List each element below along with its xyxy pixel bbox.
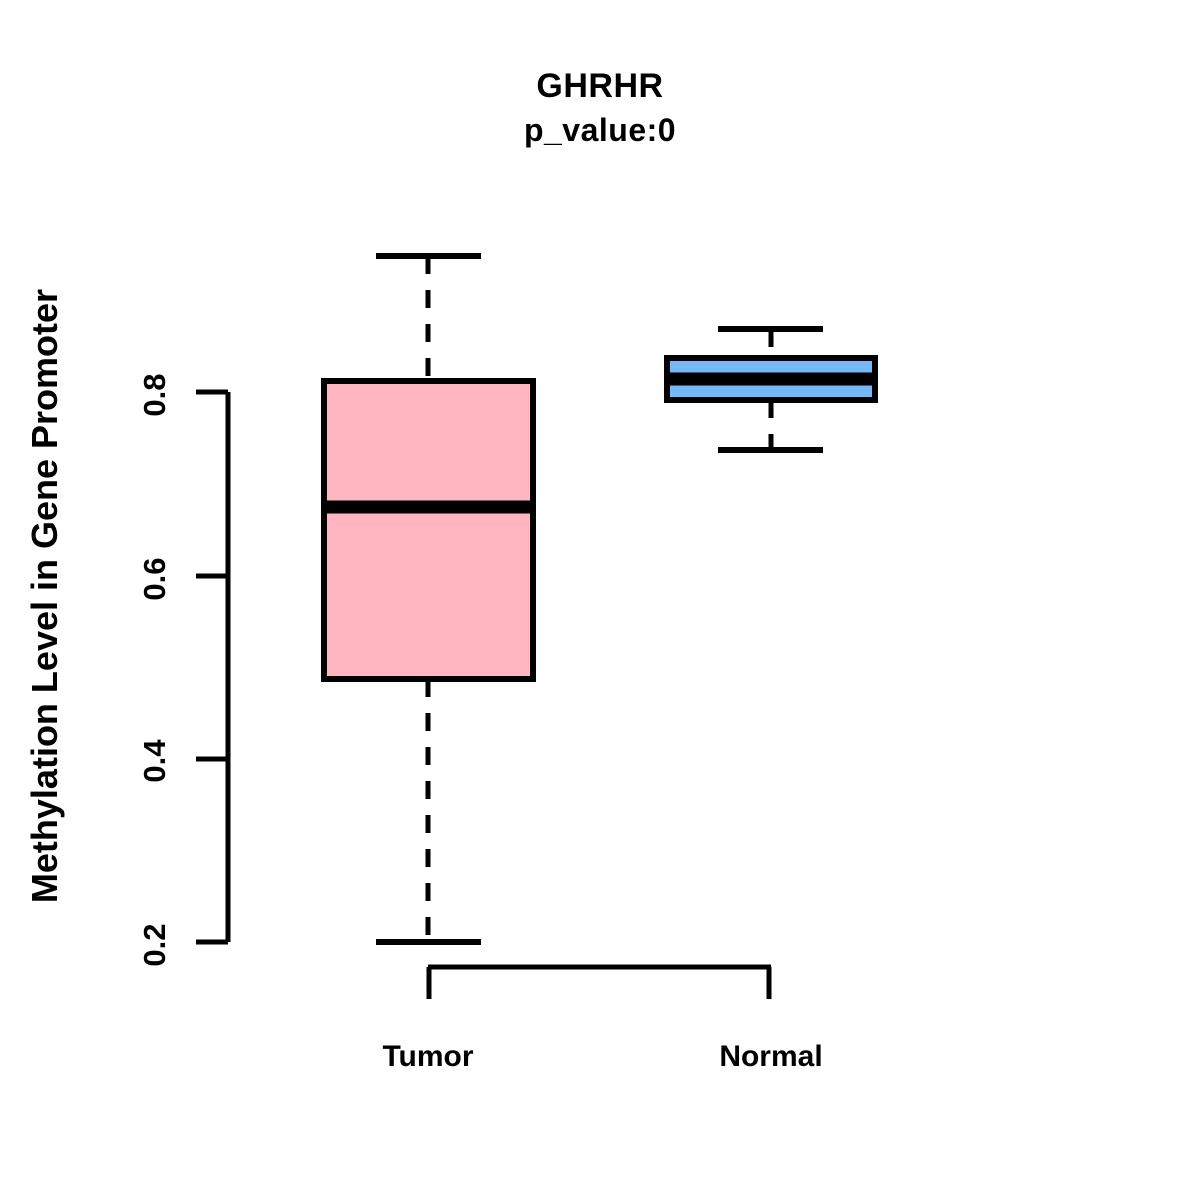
box-tumor[interactable] — [321, 253, 536, 945]
y-axis — [196, 389, 231, 945]
iqr-box-tumor[interactable] — [321, 378, 536, 682]
x-tick-label-normal: Normal — [719, 1040, 823, 1073]
box-normal[interactable] — [664, 326, 878, 453]
x-tick-label-tumor: Tumor — [382, 1040, 474, 1073]
x-axis — [426, 964, 772, 999]
